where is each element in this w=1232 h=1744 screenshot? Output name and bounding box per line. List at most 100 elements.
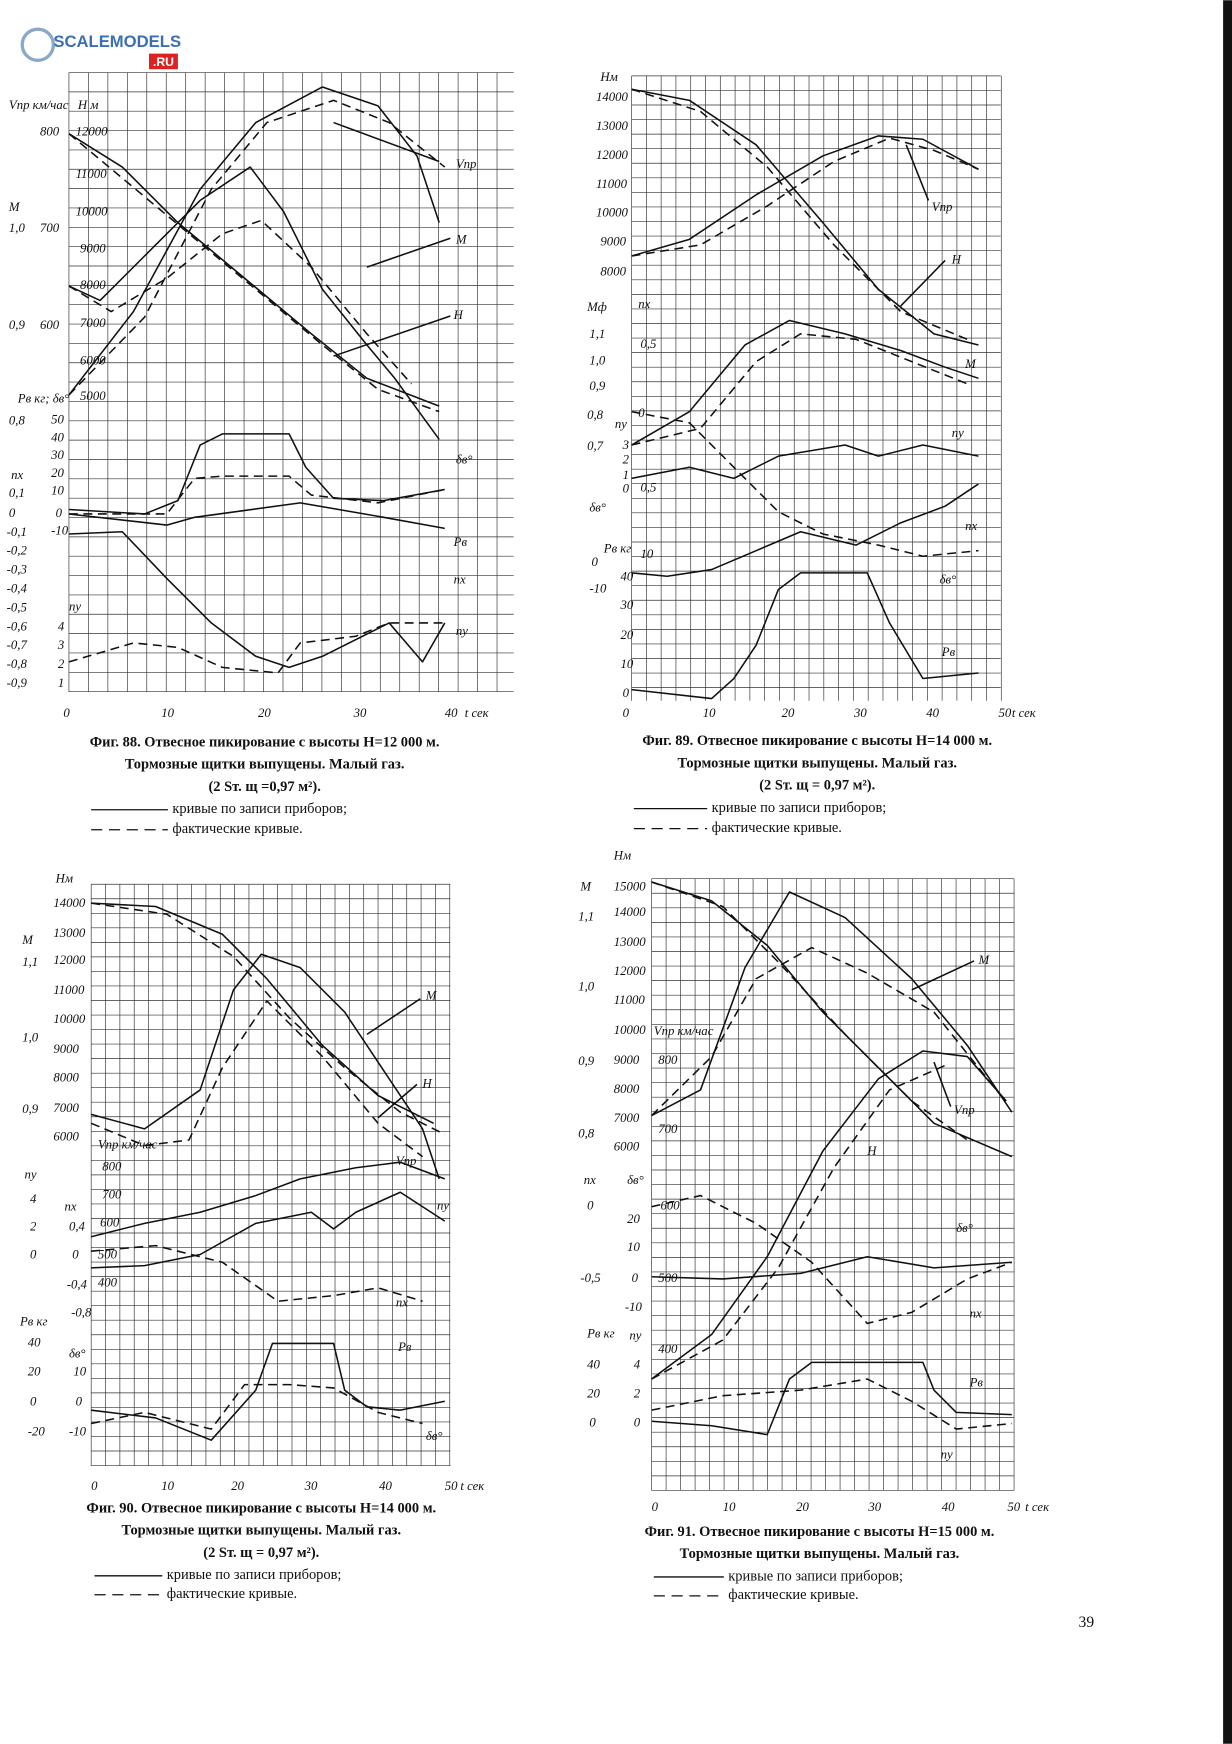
curve [91, 1383, 423, 1430]
curve [90, 1161, 446, 1238]
axis-label: 20 [51, 466, 64, 480]
curve [631, 88, 968, 341]
axis-label: -0,9 [7, 676, 28, 690]
curve [68, 530, 446, 669]
curve [333, 121, 440, 163]
axis-label: δв° [69, 1347, 86, 1361]
x-tick-label: 20 [796, 1500, 809, 1514]
axis-label: 0,9 [9, 318, 26, 332]
caption: (2 Sт. щ = 0,97 м²). [203, 1545, 319, 1561]
axis-label: 1 [58, 676, 64, 690]
axis-label: 2 [30, 1220, 37, 1234]
axis-label: 600 [100, 1215, 120, 1229]
axis-label: 0,8 [578, 1126, 595, 1140]
axis-label: δв° [426, 1429, 443, 1443]
axis-label: М [425, 988, 438, 1002]
x-tick-label: 30 [853, 706, 867, 720]
axis-label: 2 [58, 657, 65, 671]
x-tick-label: 50 [998, 706, 1011, 720]
x-tick-label: 50 [445, 1479, 458, 1493]
axis-label: -10 [69, 1424, 87, 1438]
curve [68, 133, 440, 413]
axis-label: 0,7 [587, 439, 604, 453]
curve [68, 86, 440, 396]
axis-label: Нм [55, 872, 73, 886]
curve [631, 444, 979, 480]
curve [68, 133, 440, 407]
axis-label: 0 [9, 506, 16, 520]
axis-label: пу [437, 1199, 449, 1213]
axis-label: 8000 [53, 1071, 79, 1085]
axis-label: -0,3 [7, 563, 27, 577]
x-tick-label: 10 [161, 706, 174, 720]
axis-label: -0,4 [7, 582, 28, 596]
axis-label: 2 [634, 1387, 641, 1401]
axis-label: δв° [956, 1221, 973, 1235]
axis-label: 0 [623, 686, 630, 700]
axis-label: пу [456, 624, 468, 638]
axis-label: пу [24, 1167, 36, 1181]
curve [91, 902, 446, 1136]
axis-label: -0,8 [71, 1305, 92, 1319]
x-tick-label: 10 [703, 706, 716, 720]
axis-label: 0 [587, 1199, 594, 1213]
axis-label: Vпр км/час [9, 98, 69, 112]
axis-label: 700 [40, 221, 60, 235]
axis-label: 10 [620, 657, 633, 671]
axis-label: 10 [640, 547, 653, 561]
axis-label: 0,8 [9, 414, 26, 428]
axis-label: 0,4 [69, 1220, 86, 1234]
axis-label: 0 [30, 1394, 37, 1408]
axis-label: 40 [587, 1358, 600, 1372]
axis-label: Vпр [954, 1103, 975, 1117]
axis-label: пх [970, 1306, 982, 1320]
x-axis-unit: t сек [465, 706, 490, 720]
axis-label: 10 [51, 484, 64, 498]
axis-label: 0,9 [22, 1102, 39, 1116]
curve [91, 902, 434, 1124]
axis-label: 0,9 [589, 379, 606, 393]
axis-label: 20 [28, 1364, 41, 1378]
axis-label: 40 [28, 1335, 41, 1349]
curve [900, 259, 946, 307]
axis-label: 14000 [53, 896, 86, 910]
caption: Тормозные щитки выпущены. Малый газ. [677, 755, 957, 771]
axis-label: 0,1 [9, 486, 25, 500]
curve [366, 998, 421, 1035]
curve [631, 333, 968, 446]
x-tick-label: 40 [926, 706, 939, 720]
axis-label: -10 [51, 524, 69, 538]
axis-label: 1,1 [589, 327, 605, 341]
curve [68, 433, 445, 515]
curve [68, 622, 445, 674]
caption: Тормозные щитки выпущены. Малый газ. [680, 1546, 960, 1562]
curve [68, 99, 446, 396]
axis-label: 10000 [53, 1012, 86, 1026]
curve [68, 219, 412, 385]
axis-label: 2 [623, 453, 630, 467]
axis-label: М [455, 232, 468, 246]
axis-label: -20 [28, 1424, 46, 1438]
curve [651, 1378, 1012, 1430]
legend-text: кривые по записи приборов; [728, 1568, 903, 1584]
axis-label: пх [584, 1173, 596, 1187]
curve [377, 1083, 418, 1119]
axis-label: М [964, 357, 977, 371]
axis-label: 40 [620, 569, 633, 583]
axis-label: 0,5 [640, 480, 656, 494]
axis-label: -0,7 [7, 638, 28, 652]
axis-label: 6000 [53, 1130, 79, 1144]
axis-label: 0 [76, 1394, 83, 1408]
axis-label: 12000 [76, 125, 109, 139]
axis-label: 4 [58, 619, 65, 633]
axis-label: Н м [77, 98, 99, 112]
grid [90, 883, 451, 1466]
x-tick-label: 40 [942, 1500, 955, 1514]
axis-label: 1 [623, 468, 629, 482]
axis-label: 7000 [80, 316, 106, 330]
axis-label: -0,8 [7, 657, 28, 671]
axis-label: 800 [658, 1053, 678, 1067]
axis-label: пу [952, 426, 964, 440]
axis-label: 0 [638, 406, 645, 420]
